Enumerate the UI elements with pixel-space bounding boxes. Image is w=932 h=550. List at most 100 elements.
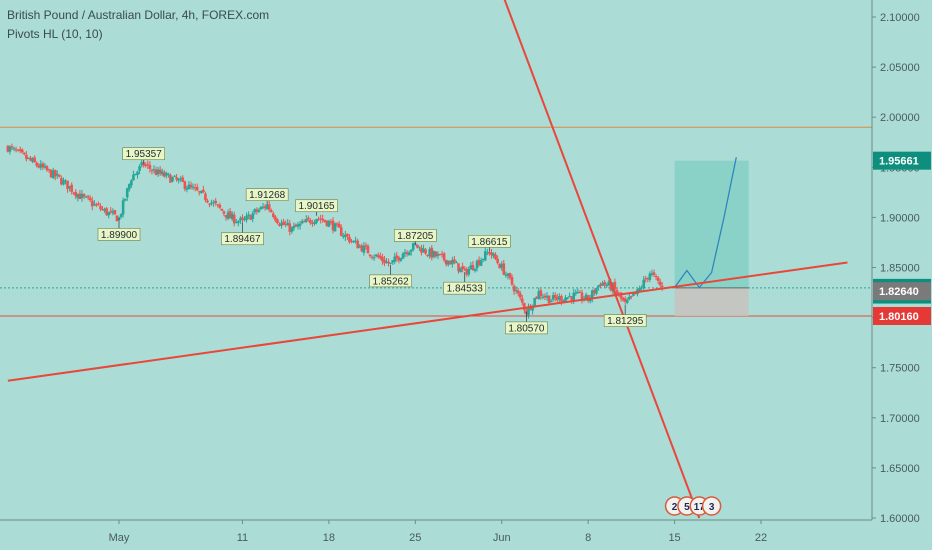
time-tick-label-3: 25 bbox=[409, 532, 421, 544]
candle-body-174 bbox=[364, 245, 368, 247]
candle-body-161 bbox=[337, 224, 341, 228]
candle-body-309 bbox=[642, 279, 646, 289]
candle-body-19 bbox=[45, 166, 49, 171]
plot-area: 1.95357 1.89900 1.89467 1.91268 1.90165 1.872… bbox=[0, 0, 872, 519]
candle-body-132 bbox=[278, 224, 281, 226]
candle-body-136 bbox=[286, 222, 290, 226]
price-tick-label-7: 1.75000 bbox=[880, 363, 920, 375]
candle-body-138 bbox=[290, 227, 294, 232]
candle-body-10 bbox=[27, 157, 30, 159]
candle-body-24 bbox=[55, 173, 59, 176]
candle-body-240 bbox=[500, 263, 504, 268]
candle-body-130 bbox=[274, 216, 277, 221]
candle-body-129 bbox=[272, 213, 275, 218]
candle-body-265 bbox=[551, 295, 555, 300]
candle-body-311 bbox=[646, 277, 650, 280]
candle-body-74 bbox=[158, 169, 162, 174]
candle-body-42 bbox=[93, 203, 96, 206]
pivot-label-box-8 bbox=[443, 281, 486, 295]
candle-body-267 bbox=[555, 297, 559, 301]
candle-body-99 bbox=[210, 202, 213, 204]
candle-body-285 bbox=[593, 290, 596, 294]
pivot-label-box-1 bbox=[97, 228, 141, 241]
candle-body-247 bbox=[514, 290, 518, 292]
candle-body-91 bbox=[193, 187, 197, 189]
candle-body-14 bbox=[35, 162, 38, 166]
candle-body-301 bbox=[625, 299, 629, 303]
event-count-0: 2 bbox=[672, 502, 678, 513]
candle-body-94 bbox=[200, 190, 203, 193]
event-icon-3 bbox=[701, 496, 722, 516]
candle-body-276 bbox=[574, 292, 578, 294]
candle-body-279 bbox=[580, 292, 584, 300]
candle-body-123 bbox=[259, 207, 263, 210]
candle-body-296 bbox=[615, 290, 619, 294]
candle-body-194 bbox=[405, 252, 409, 255]
time-tick-label-6: 15 bbox=[668, 532, 680, 544]
candle-body-6 bbox=[18, 149, 22, 151]
pivot-label-box-3 bbox=[245, 188, 289, 201]
candle-body-39 bbox=[86, 196, 90, 198]
candle-body-188 bbox=[393, 256, 397, 262]
candle-body-159 bbox=[333, 223, 337, 232]
candle-body-236 bbox=[492, 253, 495, 257]
pivot-label-4: 1.90165 bbox=[298, 201, 335, 212]
candle-body-312 bbox=[648, 273, 652, 280]
candle-body-272 bbox=[566, 297, 569, 299]
candle-body-90 bbox=[191, 187, 195, 189]
candle-body-187 bbox=[391, 260, 394, 263]
candle-body-151 bbox=[317, 218, 320, 220]
candle-body-59 bbox=[127, 184, 131, 190]
price-tick-label-8: 1.70000 bbox=[880, 413, 920, 425]
candle-body-290 bbox=[603, 281, 606, 285]
candle-body-103 bbox=[218, 204, 222, 208]
candle-body-167 bbox=[350, 240, 353, 242]
candle-body-239 bbox=[498, 264, 501, 269]
candle-body-47 bbox=[103, 208, 106, 211]
candle-body-4 bbox=[14, 149, 18, 151]
candle-body-115 bbox=[243, 219, 246, 221]
candle-body-197 bbox=[411, 243, 415, 250]
candle-body-258 bbox=[537, 291, 541, 299]
position-stop-zone bbox=[674, 287, 749, 316]
candle-body-25 bbox=[58, 174, 61, 177]
candle-body-34 bbox=[76, 194, 80, 198]
candle-body-30 bbox=[68, 186, 71, 188]
candle-body-37 bbox=[82, 194, 86, 197]
candle-body-78 bbox=[167, 173, 170, 175]
candle-body-266 bbox=[553, 294, 557, 299]
candle-body-156 bbox=[327, 220, 331, 227]
candle-body-229 bbox=[477, 259, 481, 265]
candle-body-302 bbox=[628, 296, 631, 300]
price-tick-label-0: 2.10000 bbox=[880, 12, 920, 24]
candle-body-170 bbox=[356, 240, 359, 249]
candle-body-242 bbox=[504, 274, 508, 276]
chart-title: British Pound / Australian Dollar, 4h, F… bbox=[7, 8, 270, 22]
candle-body-293 bbox=[609, 281, 613, 291]
candle-body-31 bbox=[70, 184, 73, 192]
candle-body-307 bbox=[638, 287, 641, 291]
candle-body-238 bbox=[496, 258, 499, 264]
indicator-label[interactable]: Pivots HL (10, 10) bbox=[7, 27, 103, 41]
candle-body-46 bbox=[101, 209, 104, 211]
price-tag-4: 1.80160 bbox=[879, 311, 919, 323]
candle-body-116 bbox=[245, 215, 248, 221]
candle-body-155 bbox=[325, 220, 329, 226]
candle-body-213 bbox=[444, 259, 448, 265]
candle-body-150 bbox=[315, 219, 318, 223]
candle-body-175 bbox=[366, 245, 370, 254]
pivot-label-3: 1.91268 bbox=[249, 190, 286, 201]
candle-body-7 bbox=[20, 149, 24, 153]
candle-body-33 bbox=[74, 191, 78, 197]
candle-body-178 bbox=[372, 257, 376, 259]
candle-body-289 bbox=[601, 283, 604, 286]
candle-body-237 bbox=[494, 254, 497, 260]
candle-body-196 bbox=[409, 249, 413, 252]
candle-body-255 bbox=[531, 306, 534, 311]
candle-body-8 bbox=[23, 152, 26, 155]
candle-body-204 bbox=[426, 255, 429, 257]
candle-body-117 bbox=[247, 214, 250, 216]
trendline-1 bbox=[503, 0, 701, 519]
